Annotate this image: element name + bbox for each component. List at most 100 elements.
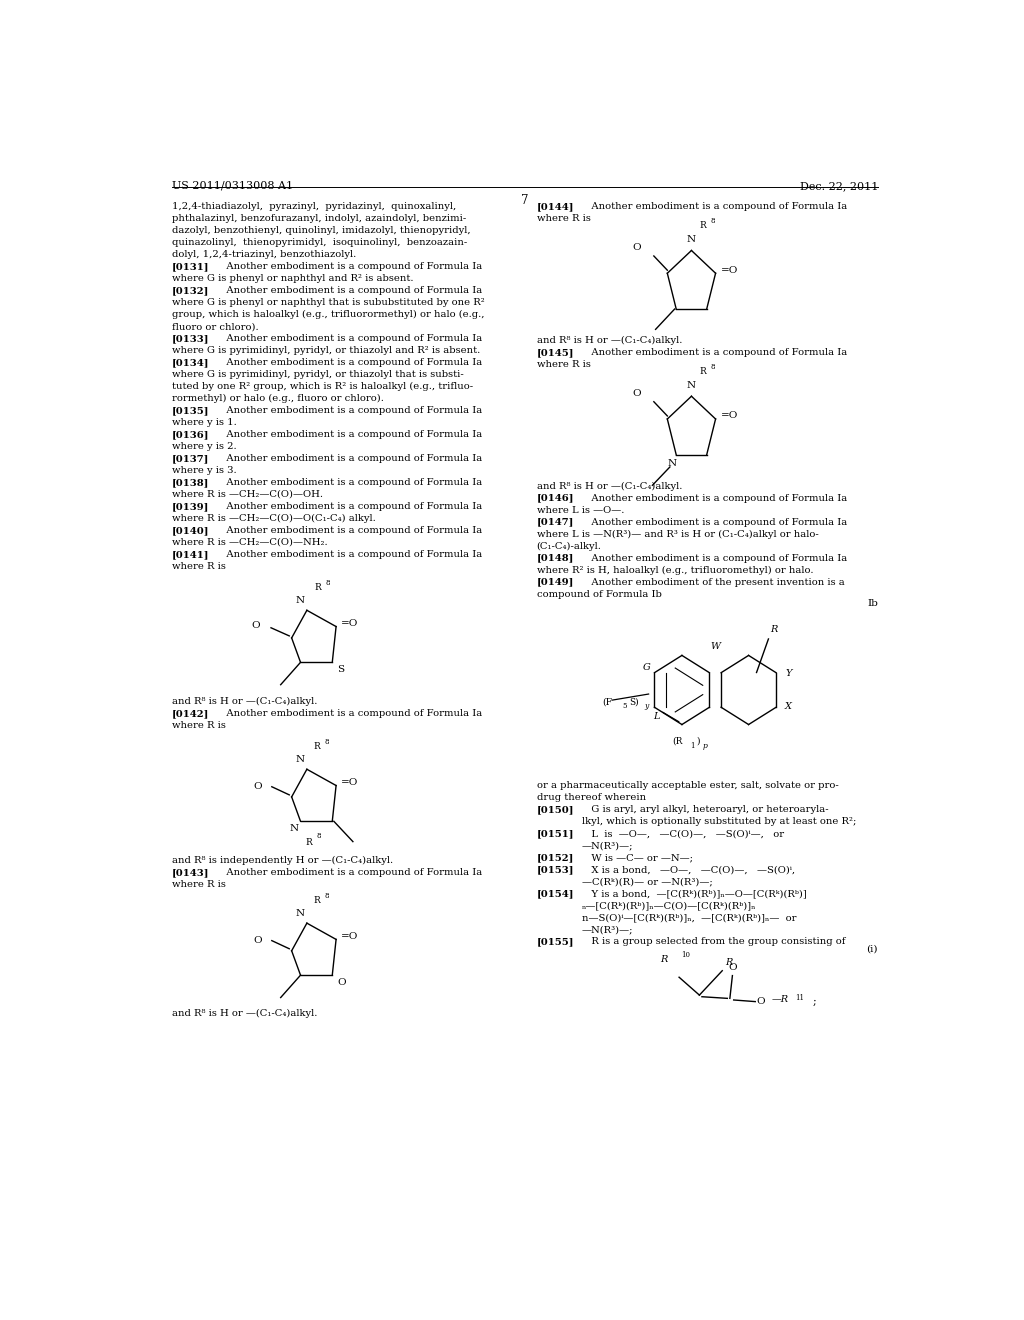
Text: fluoro or chloro).: fluoro or chloro). bbox=[172, 322, 258, 331]
Text: —N(R³)—;: —N(R³)—; bbox=[582, 925, 634, 935]
Text: where R is: where R is bbox=[537, 214, 591, 223]
Text: Y is a bond,  —[C(Rᵏ)(Rᵇ)]ₙ—O—[C(Rᵏ)(Rᵇ)]: Y is a bond, —[C(Rᵏ)(Rᵇ)]ₙ—O—[C(Rᵏ)(Rᵇ)] bbox=[582, 890, 807, 899]
Text: =O: =O bbox=[341, 777, 358, 787]
Text: Another embodiment is a compound of Formula Ia: Another embodiment is a compound of Form… bbox=[217, 525, 482, 535]
Text: =O: =O bbox=[721, 265, 738, 275]
Text: R is a group selected from the group consisting of: R is a group selected from the group con… bbox=[582, 937, 846, 946]
Text: O: O bbox=[254, 936, 262, 945]
Text: Ib: Ib bbox=[867, 598, 878, 607]
Text: n—S(O)ⁱ—[C(Rᵏ)(Rᵇ)]ₙ,  —[C(Rᵏ)(Rᵇ)]ₙ—  or: n—S(O)ⁱ—[C(Rᵏ)(Rᵇ)]ₙ, —[C(Rᵏ)(Rᵇ)]ₙ— or bbox=[582, 913, 797, 923]
Text: 8: 8 bbox=[326, 579, 331, 587]
Text: G is aryl, aryl alkyl, heteroaryl, or heteroaryla-: G is aryl, aryl alkyl, heteroaryl, or he… bbox=[582, 805, 828, 814]
Text: 8: 8 bbox=[316, 833, 321, 841]
Text: N: N bbox=[296, 597, 305, 605]
Text: ₙ—[C(Rᵏ)(Rᵇ)]ₙ—C(O)—[C(Rᵏ)(Rᵇ)]ₙ: ₙ—[C(Rᵏ)(Rᵇ)]ₙ—C(O)—[C(Rᵏ)(Rᵇ)]ₙ bbox=[582, 902, 757, 911]
Text: Another embodiment is a compound of Formula Ia: Another embodiment is a compound of Form… bbox=[217, 709, 482, 718]
Text: [0144]: [0144] bbox=[537, 202, 574, 211]
Text: lkyl, which is optionally substituted by at least one R²;: lkyl, which is optionally substituted by… bbox=[582, 817, 856, 826]
Text: R: R bbox=[770, 624, 777, 634]
Text: Another embodiment is a compound of Formula Ia: Another embodiment is a compound of Form… bbox=[582, 202, 847, 211]
Text: where R is —CH₂—C(O)—NH₂.: where R is —CH₂—C(O)—NH₂. bbox=[172, 539, 328, 546]
Text: [0140]: [0140] bbox=[172, 525, 209, 535]
Text: Another embodiment is a compound of Formula Ia: Another embodiment is a compound of Form… bbox=[582, 553, 847, 562]
Text: (R: (R bbox=[673, 737, 683, 746]
Text: N: N bbox=[296, 755, 305, 764]
Text: [0147]: [0147] bbox=[537, 517, 574, 527]
Text: Another embodiment is a compound of Formula Ia: Another embodiment is a compound of Form… bbox=[217, 407, 482, 414]
Text: where G is pyrimidinyl, pyridyl, or thiazolyl and R² is absent.: where G is pyrimidinyl, pyridyl, or thia… bbox=[172, 346, 480, 355]
Text: where R² is H, haloalkyl (e.g., trifluoromethyl) or halo.: where R² is H, haloalkyl (e.g., trifluor… bbox=[537, 565, 813, 574]
Text: O: O bbox=[254, 783, 262, 791]
Text: Another embodiment is a compound of Formula Ia: Another embodiment is a compound of Form… bbox=[217, 454, 482, 463]
Text: where y is 2.: where y is 2. bbox=[172, 442, 237, 451]
Text: where G is phenyl or naphthyl and R² is absent.: where G is phenyl or naphthyl and R² is … bbox=[172, 275, 413, 282]
Text: N: N bbox=[290, 825, 299, 833]
Text: where G is pyrimidinyl, pyridyl, or thiazolyl that is substi-: where G is pyrimidinyl, pyridyl, or thia… bbox=[172, 370, 464, 379]
Text: 1: 1 bbox=[690, 742, 694, 750]
Text: group, which is haloalkyl (e.g., trifluorormethyl) or halo (e.g.,: group, which is haloalkyl (e.g., trifluo… bbox=[172, 310, 484, 319]
Text: Y: Y bbox=[785, 669, 792, 678]
Text: Another embodiment is a compound of Formula Ia: Another embodiment is a compound of Form… bbox=[217, 430, 482, 440]
Text: Another embodiment is a compound of Formula Ia: Another embodiment is a compound of Form… bbox=[217, 334, 482, 343]
Text: O: O bbox=[251, 622, 260, 630]
Text: [0148]: [0148] bbox=[537, 553, 574, 562]
Text: [0149]: [0149] bbox=[537, 578, 574, 586]
Text: G: G bbox=[642, 663, 650, 672]
Text: N: N bbox=[687, 235, 696, 244]
Text: [0133]: [0133] bbox=[172, 334, 209, 343]
Text: (F: (F bbox=[602, 698, 612, 706]
Text: where R is: where R is bbox=[537, 360, 591, 368]
Text: 8: 8 bbox=[711, 216, 715, 226]
Text: O: O bbox=[757, 997, 765, 1006]
Text: Another embodiment is a compound of Formula Ia: Another embodiment is a compound of Form… bbox=[217, 478, 482, 487]
Text: [0136]: [0136] bbox=[172, 430, 209, 440]
Text: —R: —R bbox=[772, 995, 788, 1005]
Text: S): S) bbox=[630, 698, 639, 706]
Text: [0142]: [0142] bbox=[172, 709, 209, 718]
Text: Dec. 22, 2011: Dec. 22, 2011 bbox=[800, 181, 878, 191]
Text: and R⁸ is H or —(C₁-C₄)alkyl.: and R⁸ is H or —(C₁-C₄)alkyl. bbox=[537, 335, 682, 345]
Text: R: R bbox=[660, 954, 668, 964]
Text: R: R bbox=[699, 367, 707, 376]
Text: rormethyl) or halo (e.g., fluoro or chloro).: rormethyl) or halo (e.g., fluoro or chlo… bbox=[172, 393, 384, 403]
Text: Another embodiment is a compound of Formula Ia: Another embodiment is a compound of Form… bbox=[582, 494, 847, 503]
Text: 7: 7 bbox=[521, 194, 528, 207]
Text: [0150]: [0150] bbox=[537, 805, 574, 814]
Text: phthalazinyl, benzofurazanyl, indolyl, azaindolyl, benzimi-: phthalazinyl, benzofurazanyl, indolyl, a… bbox=[172, 214, 466, 223]
Text: Another embodiment is a compound of Formula Ia: Another embodiment is a compound of Form… bbox=[217, 550, 482, 558]
Text: where L is —O—.: where L is —O—. bbox=[537, 506, 624, 515]
Text: p: p bbox=[702, 742, 708, 750]
Text: R: R bbox=[314, 583, 322, 591]
Text: [0132]: [0132] bbox=[172, 286, 209, 296]
Text: and R⁸ is H or —(C₁-C₄)alkyl.: and R⁸ is H or —(C₁-C₄)alkyl. bbox=[172, 1008, 317, 1018]
Text: 11: 11 bbox=[796, 994, 805, 1002]
Text: tuted by one R² group, which is R² is haloalkyl (e.g., trifluo-: tuted by one R² group, which is R² is ha… bbox=[172, 381, 473, 391]
Text: Another embodiment is a compound of Formula Ia: Another embodiment is a compound of Form… bbox=[582, 348, 847, 356]
Text: R: R bbox=[699, 222, 707, 230]
Text: R: R bbox=[313, 896, 319, 904]
Text: drug thereof wherein: drug thereof wherein bbox=[537, 793, 646, 803]
Text: [0131]: [0131] bbox=[172, 263, 209, 271]
Text: [0134]: [0134] bbox=[172, 358, 209, 367]
Text: 8: 8 bbox=[711, 363, 715, 371]
Text: 10: 10 bbox=[681, 950, 690, 958]
Text: R: R bbox=[313, 742, 319, 751]
Text: N: N bbox=[668, 459, 677, 467]
Text: =O: =O bbox=[721, 412, 738, 421]
Text: 8: 8 bbox=[325, 738, 329, 746]
Text: 1,2,4-thiadiazolyl,  pyrazinyl,  pyridazinyl,  quinoxalinyl,: 1,2,4-thiadiazolyl, pyrazinyl, pyridazin… bbox=[172, 202, 456, 211]
Text: S: S bbox=[337, 665, 344, 675]
Text: X is a bond,   —O—,   —C(O)—,   —S(O)ⁱ,: X is a bond, —O—, —C(O)—, —S(O)ⁱ, bbox=[582, 866, 795, 874]
Text: N: N bbox=[687, 381, 696, 391]
Text: [0154]: [0154] bbox=[537, 890, 574, 899]
Text: [0146]: [0146] bbox=[537, 494, 574, 503]
Text: where R is: where R is bbox=[172, 880, 225, 888]
Text: (C₁-C₄)-alkyl.: (C₁-C₄)-alkyl. bbox=[537, 541, 601, 550]
Text: O: O bbox=[633, 389, 641, 399]
Text: R: R bbox=[725, 958, 732, 968]
Text: O: O bbox=[338, 978, 346, 987]
Text: Another embodiment is a compound of Formula Ia: Another embodiment is a compound of Form… bbox=[217, 286, 482, 296]
Text: Another embodiment is a compound of Formula Ia: Another embodiment is a compound of Form… bbox=[582, 517, 847, 527]
Text: and R⁸ is H or —(C₁-C₄)alkyl.: and R⁸ is H or —(C₁-C₄)alkyl. bbox=[537, 482, 682, 491]
Text: US 2011/0313008 A1: US 2011/0313008 A1 bbox=[172, 181, 293, 191]
